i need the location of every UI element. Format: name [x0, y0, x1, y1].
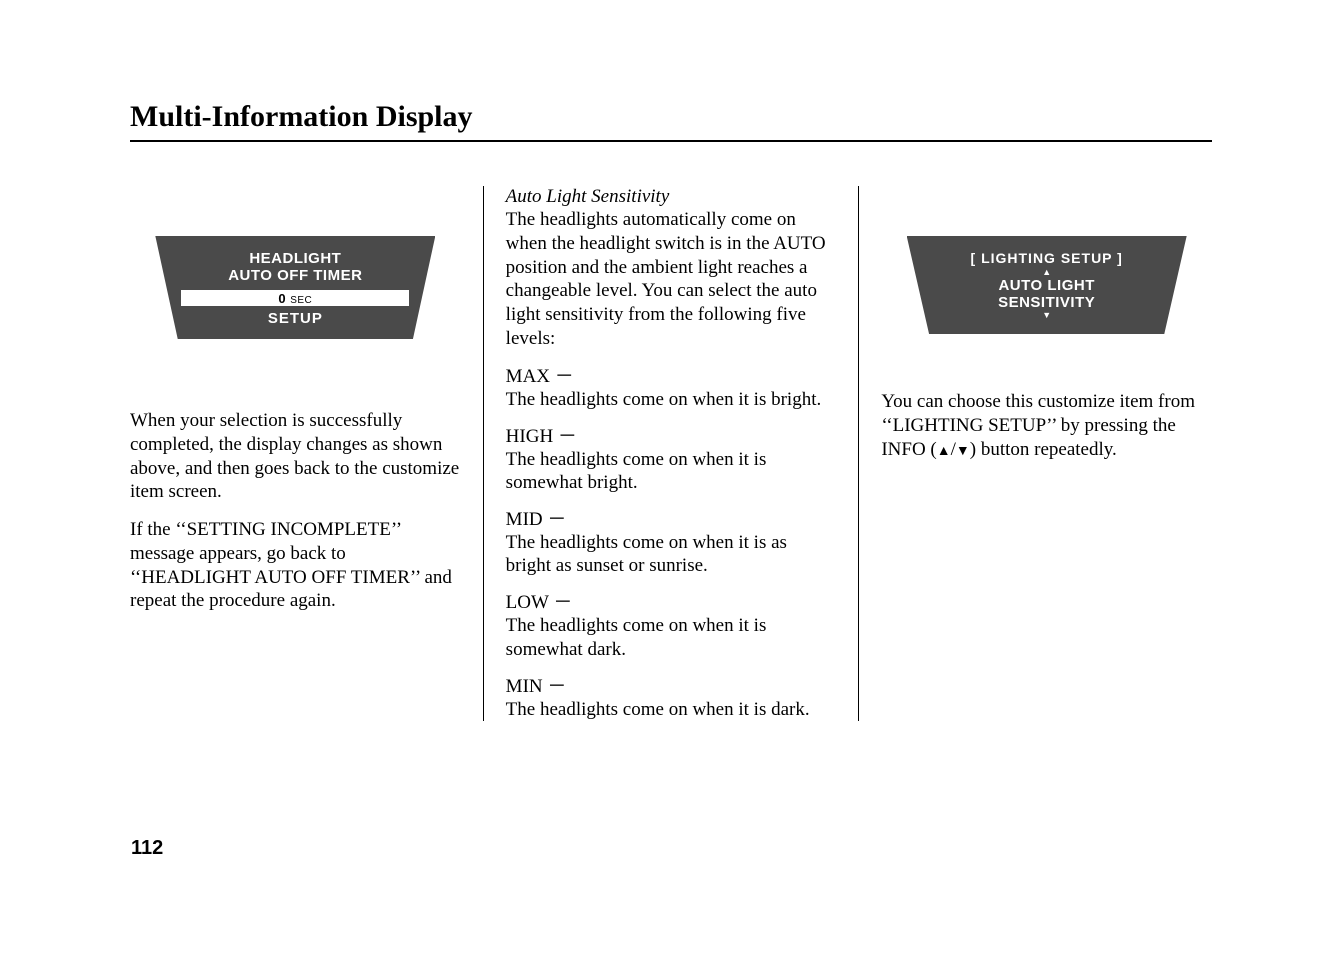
column-1: HEADLIGHT AUTO OFF TIMER 0 SEC SETUP Whe… [130, 186, 483, 721]
level-mid-label: MID － [506, 504, 837, 531]
level-mid-desc: The headlights come on when it is as bri… [506, 531, 837, 577]
level-min-desc: The headlights come on when it is dark. [506, 698, 837, 721]
content-columns: HEADLIGHT AUTO OFF TIMER 0 SEC SETUP Whe… [130, 186, 1212, 721]
auto-light-subhead: Auto Light Sensitivity [506, 186, 837, 208]
down-arrow-icon: ▼ [907, 311, 1187, 320]
level-high-label: HIGH － [506, 421, 837, 448]
col1-para-2: If the ‘‘SETTING INCOMPLETE’’ message ap… [130, 518, 461, 613]
display-unit: SEC [290, 295, 312, 306]
display2-line-2: SENSITIVITY [907, 294, 1187, 311]
headlight-timer-display: HEADLIGHT AUTO OFF TIMER 0 SEC SETUP [155, 236, 435, 339]
display-line-2: AUTO OFF TIMER [155, 267, 435, 284]
title-rule [130, 140, 1212, 142]
display2-line-1: AUTO LIGHT [907, 277, 1187, 294]
up-arrow-icon: ▲ [907, 268, 1187, 277]
display-value-row: 0 SEC [181, 290, 409, 306]
triangle-down-icon: ▼ [956, 443, 970, 461]
auto-light-intro: The headlights automatically come on whe… [506, 208, 837, 351]
lighting-setup-display: [ LIGHTING SETUP ] ▲ AUTO LIGHT SENSITIV… [907, 236, 1187, 334]
display-footer: SETUP [155, 310, 435, 327]
level-high-desc: The headlights come on when it is somewh… [506, 448, 837, 494]
col3-para: You can choose this customize item from … [881, 390, 1212, 461]
display-line-1: HEADLIGHT [155, 250, 435, 267]
col3-para-post: ) button repeatedly. [970, 439, 1117, 460]
level-min-label: MIN － [506, 671, 837, 698]
column-2: Auto Light Sensitivity The headlights au… [483, 186, 860, 721]
level-low-desc: The headlights come on when it is somewh… [506, 614, 837, 660]
display-value: 0 [278, 291, 286, 306]
level-low-label: LOW － [506, 587, 837, 614]
level-max-desc: The headlights come on when it is bright… [506, 388, 837, 411]
page-title: Multi-Information Display [130, 100, 1212, 134]
column-3: [ LIGHTING SETUP ] ▲ AUTO LIGHT SENSITIV… [859, 186, 1212, 721]
triangle-up-icon: ▲ [937, 443, 951, 461]
col1-para-1: When your selection is successfully comp… [130, 409, 461, 504]
level-max-label: MAX － [506, 361, 837, 388]
display2-title: [ LIGHTING SETUP ] [907, 250, 1187, 266]
page-number: 112 [131, 837, 163, 860]
